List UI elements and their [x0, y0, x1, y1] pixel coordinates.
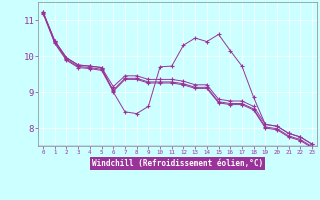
X-axis label: Windchill (Refroidissement éolien,°C): Windchill (Refroidissement éolien,°C): [92, 159, 263, 168]
